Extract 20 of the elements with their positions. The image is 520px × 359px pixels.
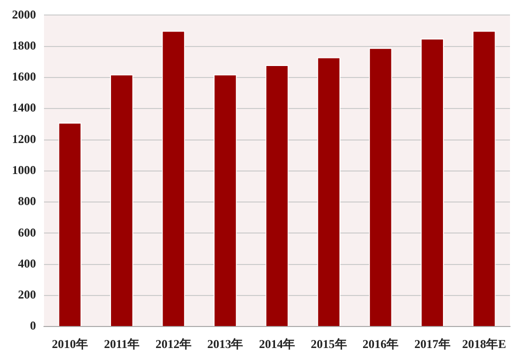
y-tick-label: 1800 (12, 38, 36, 52)
x-tick-label: 2017年 (414, 336, 450, 351)
y-tick-label: 1400 (12, 100, 36, 115)
y-tick-label: 800 (18, 194, 36, 208)
y-tick-label: 600 (18, 225, 36, 240)
x-tick-label: 2011年 (104, 336, 140, 351)
x-tick-label: 2013年 (207, 336, 244, 351)
y-tick-label: 1000 (12, 162, 36, 177)
x-tick-label: 2014年 (259, 336, 295, 351)
y-tick-label: 1200 (12, 132, 36, 146)
x-tick-label: 2010年 (52, 336, 88, 351)
y-tick-label: 0 (30, 318, 36, 333)
y-tick-label: 2000 (12, 7, 36, 22)
x-tick-label: 2016年 (362, 336, 399, 351)
x-tick-label: 2015年 (310, 336, 347, 351)
x-tick-label: 2018年E (462, 336, 506, 351)
x-tick-label: 2012年 (155, 336, 192, 351)
y-tick-label: 200 (18, 288, 36, 302)
y-tick-label: 400 (18, 256, 36, 270)
y-tick-label: 1600 (12, 70, 36, 84)
